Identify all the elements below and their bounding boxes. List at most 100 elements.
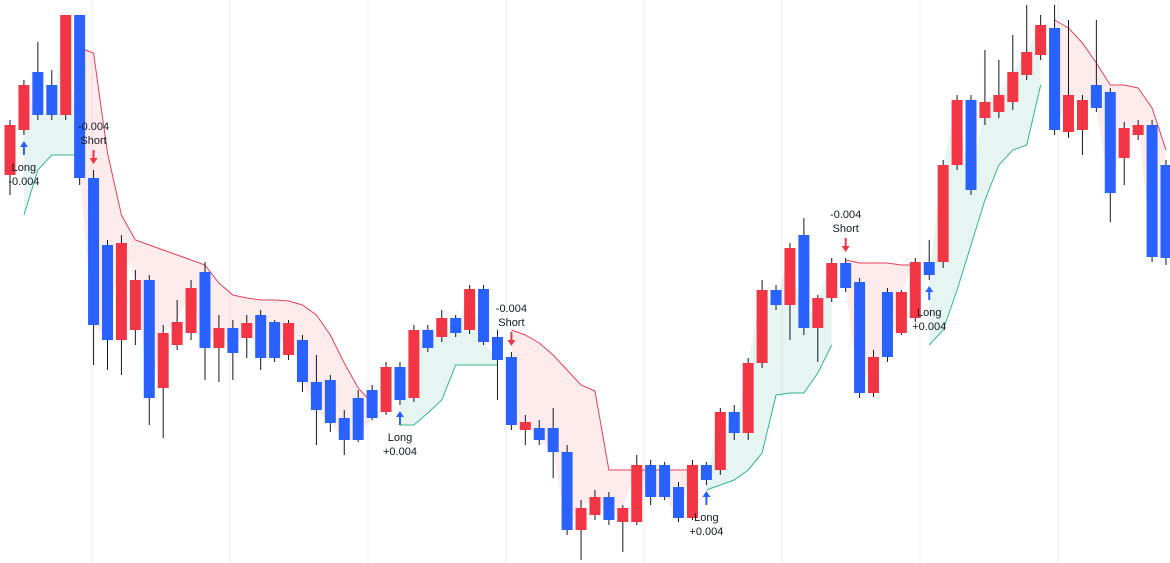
candle-body — [283, 323, 295, 355]
candle — [115, 235, 127, 375]
candle — [840, 258, 852, 292]
candle — [1049, 5, 1061, 135]
candle-body — [756, 290, 768, 363]
candle-body — [645, 465, 657, 497]
candle-body — [631, 465, 643, 522]
candle — [728, 405, 740, 440]
signal: -0.004 Short — [496, 303, 527, 346]
candle-body — [1104, 92, 1116, 193]
candle-body — [589, 497, 601, 515]
candle-body — [115, 243, 127, 340]
candle — [1104, 88, 1116, 222]
candle — [756, 280, 768, 368]
candle — [895, 290, 907, 335]
candle-body — [1146, 125, 1158, 257]
candle — [436, 310, 448, 342]
candle — [965, 95, 977, 195]
signal-label: Short — [80, 135, 106, 147]
candle — [1076, 95, 1088, 155]
candle — [143, 275, 155, 425]
candle — [422, 325, 434, 352]
candle-body — [255, 315, 267, 358]
candle — [519, 415, 531, 445]
candle-body — [171, 322, 183, 345]
candle-body — [366, 390, 378, 418]
candle — [881, 288, 893, 362]
candle — [533, 420, 545, 445]
candle — [826, 258, 838, 302]
candle-body — [1076, 100, 1088, 130]
candle — [324, 375, 336, 432]
candle — [491, 330, 503, 400]
candle-body — [923, 262, 935, 275]
candle-body — [854, 282, 866, 393]
candle-body — [993, 95, 1005, 112]
candle-body — [1021, 52, 1033, 75]
signal-pnl: -0.004 — [8, 176, 39, 188]
signal-label: Short — [833, 223, 859, 235]
candle — [1007, 35, 1019, 110]
candle — [185, 280, 197, 340]
candle — [478, 285, 490, 345]
candle-body — [909, 262, 921, 318]
candle-body — [241, 323, 253, 338]
candle — [366, 385, 378, 420]
candle — [812, 295, 824, 362]
candle — [171, 300, 183, 350]
candle-body — [617, 508, 629, 522]
candle-body — [199, 272, 211, 348]
candle — [505, 352, 517, 430]
signal-label: Long — [388, 432, 412, 444]
candle-body — [227, 328, 239, 353]
candle — [979, 50, 991, 125]
candle — [74, 15, 86, 185]
candle — [575, 500, 587, 560]
signal-pnl: +0.004 — [383, 446, 417, 458]
signal: Long -0.004 — [8, 141, 40, 188]
candle-body — [338, 418, 350, 440]
candle — [993, 60, 1005, 118]
candle-body — [1035, 25, 1047, 55]
candle-body — [74, 15, 86, 178]
candle — [937, 160, 949, 268]
candle — [255, 310, 267, 370]
candle-body — [895, 292, 907, 333]
candle — [296, 335, 308, 392]
candle — [742, 358, 754, 440]
candle — [603, 492, 615, 525]
candle-body — [1063, 95, 1075, 132]
candle-body — [478, 289, 490, 342]
candle-body — [881, 292, 893, 357]
candle — [617, 505, 629, 552]
candle-body — [450, 318, 462, 333]
candle-body — [798, 235, 810, 328]
candle — [283, 320, 295, 360]
candle-body — [157, 333, 169, 388]
candle-body — [868, 357, 880, 393]
candle-body — [505, 357, 517, 425]
candle-body — [547, 428, 559, 452]
candle-body — [728, 412, 740, 433]
candle-body — [380, 367, 392, 412]
signal: -0.004 Short — [830, 209, 861, 252]
candle — [129, 270, 141, 345]
candle — [1021, 5, 1033, 80]
candle-body — [951, 100, 963, 165]
candle — [338, 410, 350, 455]
candle — [1118, 122, 1130, 185]
candle-body — [575, 508, 587, 530]
candle-body — [436, 318, 448, 337]
candle — [784, 243, 796, 340]
candle-body — [603, 497, 615, 520]
long-arrow — [925, 286, 934, 300]
candle-body — [352, 398, 364, 440]
candle-body — [32, 72, 44, 115]
candle-body — [1160, 165, 1170, 258]
candle — [227, 320, 239, 380]
signal: Long +0.004 — [383, 411, 417, 458]
candle — [394, 362, 406, 405]
candle-body — [4, 125, 16, 175]
candle — [589, 490, 601, 520]
candle — [241, 315, 253, 358]
candle-body — [561, 452, 573, 530]
